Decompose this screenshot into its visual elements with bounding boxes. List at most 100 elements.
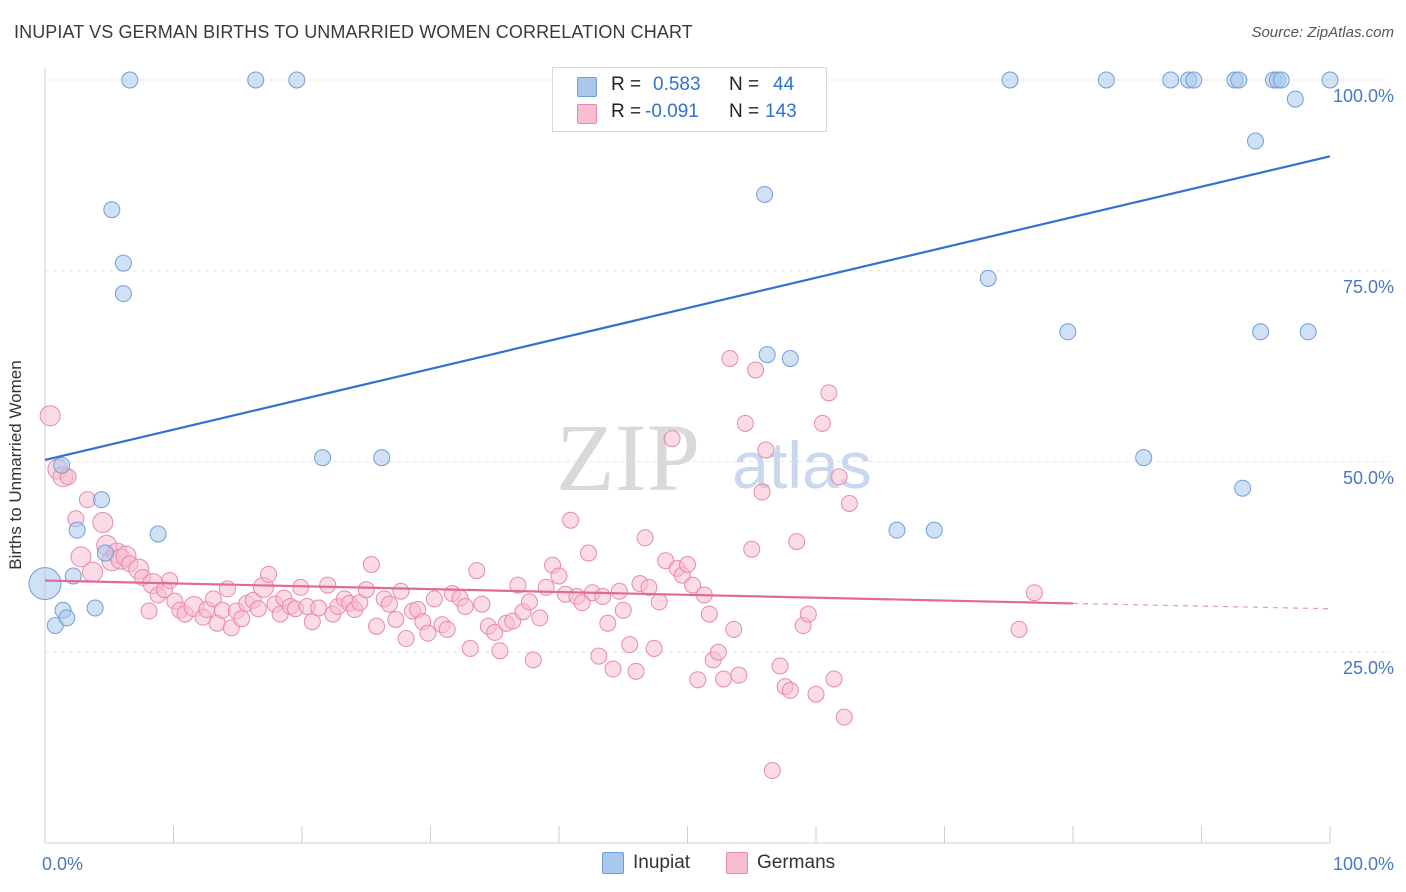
x-tick-max: 100.0% xyxy=(1332,854,1394,874)
germans-point xyxy=(627,662,645,680)
germans-point xyxy=(721,349,739,367)
inupiat-point xyxy=(888,521,906,539)
germans-point xyxy=(840,494,858,512)
germans-point xyxy=(70,546,92,568)
inupiat-point xyxy=(373,449,391,467)
germans-point xyxy=(636,529,654,547)
inupiat-point xyxy=(925,521,943,539)
germans-point xyxy=(82,561,104,583)
germans-point xyxy=(835,708,853,726)
inupiat-point xyxy=(1234,479,1252,497)
inupiat-r-value: 0.583 xyxy=(653,74,701,95)
legend-inupiat-label: Inupiat xyxy=(633,852,691,873)
inupiat-point xyxy=(979,269,997,287)
germans-point xyxy=(788,533,806,551)
y-tick-label: 50.0% xyxy=(1342,467,1394,488)
germans-point xyxy=(249,600,267,618)
inupiat-point xyxy=(781,349,799,367)
germans-point xyxy=(645,639,663,657)
germans-point xyxy=(397,630,415,648)
germans-point xyxy=(161,572,179,590)
inupiat-point xyxy=(756,185,774,203)
inupiat-point xyxy=(53,456,71,474)
germans-point xyxy=(757,441,775,459)
germans-point xyxy=(747,361,765,379)
y-tick-label: 100.0% xyxy=(1332,86,1394,106)
inupiat-point xyxy=(114,254,132,272)
germans-point xyxy=(725,620,743,638)
germans-point xyxy=(689,671,707,689)
germans-point xyxy=(357,581,375,599)
legend-germans-label: Germans xyxy=(757,852,836,873)
germans-point xyxy=(368,617,386,635)
germans-n-value: 143 xyxy=(765,101,797,122)
y-tick-label: 75.0% xyxy=(1342,276,1394,297)
germans-point xyxy=(362,556,380,574)
inupiat-point xyxy=(1272,71,1290,89)
inupiat-point xyxy=(1059,323,1077,341)
germans-point xyxy=(730,666,748,684)
inupiat-point xyxy=(1246,132,1264,150)
germans-point xyxy=(438,620,456,638)
germans-point xyxy=(640,578,658,596)
inupiat-point xyxy=(149,525,167,543)
germans-point xyxy=(537,578,555,596)
germans-point xyxy=(380,595,398,613)
inupiat-point xyxy=(28,567,62,601)
germans-point xyxy=(604,660,622,678)
inupiat-point xyxy=(114,285,132,303)
inupiat-point xyxy=(86,599,104,617)
germans-point xyxy=(387,610,405,628)
germans-point xyxy=(1010,620,1028,638)
germans-point xyxy=(594,588,612,606)
germans-point xyxy=(213,601,231,619)
inupiat-point xyxy=(1230,71,1248,89)
germans-point xyxy=(781,681,799,699)
germans-point xyxy=(319,576,337,594)
inupiat-point xyxy=(96,544,114,562)
inupiat-series xyxy=(28,71,1339,635)
germans-point xyxy=(743,540,761,558)
inupiat-trend-line xyxy=(44,155,1331,462)
inupiat-point xyxy=(121,71,139,89)
stats-row-germans: R = -0.091 N = 143 xyxy=(553,101,826,127)
legend-germans-swatch xyxy=(726,852,748,874)
watermark-atlas: atlas xyxy=(732,428,871,502)
germans-point xyxy=(700,605,718,623)
germans-r-value: -0.091 xyxy=(645,101,699,122)
germans-point xyxy=(763,762,781,780)
germans-point xyxy=(813,414,831,432)
germans-point xyxy=(260,565,278,583)
germans-point xyxy=(425,590,443,608)
germans-point xyxy=(562,511,580,529)
germans-point xyxy=(233,610,251,628)
germans-point xyxy=(78,491,96,509)
germans-point xyxy=(709,643,727,661)
inupiat-point xyxy=(1286,90,1304,108)
inupiat-point xyxy=(758,346,776,364)
germans-point xyxy=(679,556,696,574)
germans-point xyxy=(825,670,843,688)
inupiat-point xyxy=(247,71,265,89)
germans-point xyxy=(486,623,504,641)
germans-point xyxy=(807,685,825,703)
inupiat-point xyxy=(64,567,82,585)
germans-point xyxy=(610,582,628,600)
y-axis-label: Births to Unmarried Women xyxy=(6,360,25,570)
inupiat-point xyxy=(314,449,332,467)
germans-point xyxy=(753,483,771,501)
gridlines xyxy=(45,79,1390,653)
legend: Inupiat Germans xyxy=(0,850,1406,878)
stats-box: R = 0.583 N = 44 R = -0.091 N = 143 xyxy=(552,67,827,132)
germans-trend-line xyxy=(44,579,1074,605)
germans-point xyxy=(820,384,838,402)
germans-swatch xyxy=(577,104,597,124)
germans-point xyxy=(524,651,542,669)
germans-point xyxy=(473,595,491,613)
source-label: Source: ZipAtlas.com xyxy=(1251,24,1394,41)
inupiat-point xyxy=(93,491,111,509)
y-tick-label: 25.0% xyxy=(1342,658,1394,679)
legend-inupiat-swatch xyxy=(602,852,624,874)
germans-point xyxy=(204,590,222,608)
